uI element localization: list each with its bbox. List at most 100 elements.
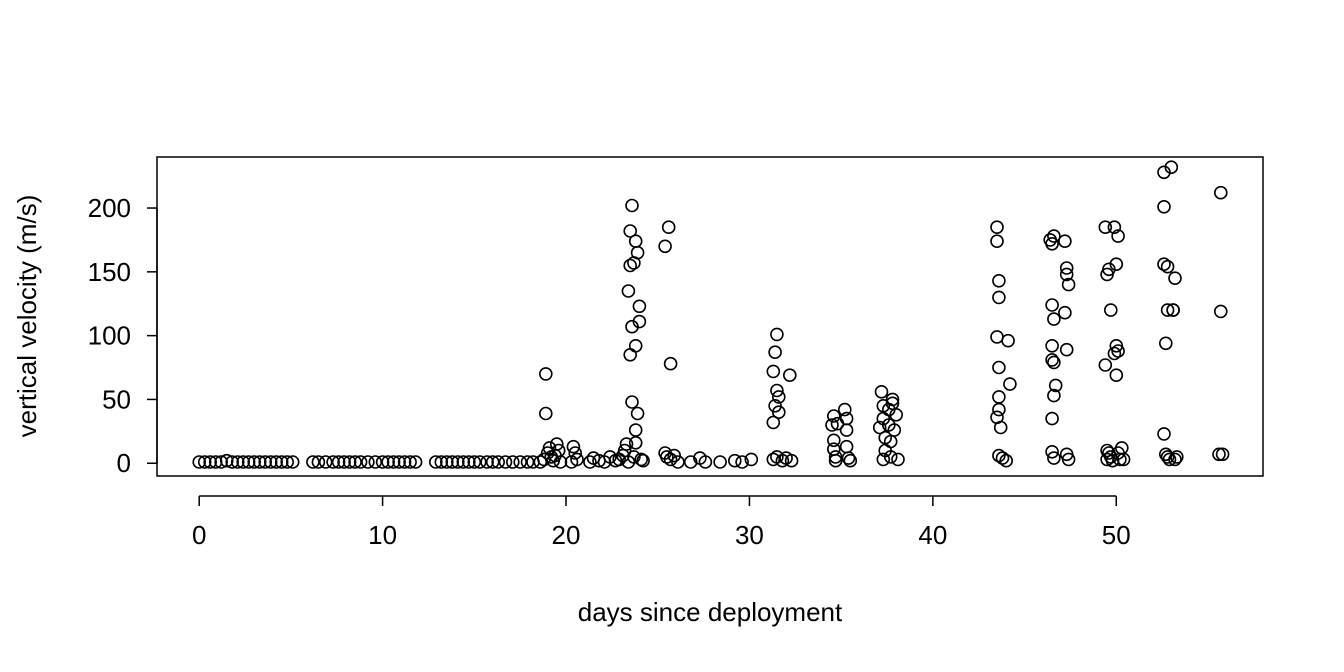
data-point <box>993 420 1008 435</box>
data-point <box>337 455 351 469</box>
data-point <box>1045 411 1059 426</box>
data-point <box>766 364 781 379</box>
data-point <box>621 284 636 298</box>
data-point <box>744 452 759 467</box>
data-point <box>828 453 843 468</box>
data-point <box>1160 259 1175 274</box>
data-point <box>1059 342 1074 357</box>
data-point <box>1111 229 1125 243</box>
data-point <box>1157 257 1171 272</box>
data-point <box>1058 234 1072 248</box>
data-point <box>505 455 520 469</box>
data-point <box>663 452 678 467</box>
data-point <box>247 455 261 469</box>
data-point <box>667 448 682 463</box>
data-point <box>1059 267 1074 282</box>
data-point <box>311 455 326 469</box>
data-point <box>1214 185 1228 200</box>
data-point <box>480 455 494 469</box>
y-axis-title: vertical velocity (m/s) <box>12 195 42 438</box>
data-point <box>386 455 401 469</box>
data-point <box>625 198 639 213</box>
data-point <box>342 455 357 469</box>
data-point <box>826 442 841 457</box>
data-point <box>375 455 390 469</box>
data-point <box>306 455 320 469</box>
data-point <box>1107 346 1122 361</box>
data-point <box>1109 257 1124 272</box>
y-tick-label: 0 <box>117 448 131 478</box>
data-point <box>1045 237 1059 251</box>
data-point <box>698 455 713 469</box>
data-point <box>538 367 553 381</box>
data-point <box>1059 261 1074 275</box>
data-point <box>768 398 782 413</box>
data-point <box>874 384 889 399</box>
data-point <box>1047 355 1061 370</box>
y-tick-label: 100 <box>88 321 131 351</box>
data-point <box>408 455 423 469</box>
data-point <box>1061 277 1076 292</box>
data-point <box>498 455 513 469</box>
data-point <box>403 455 417 469</box>
data-point <box>1058 305 1072 320</box>
data-point <box>326 455 340 469</box>
data-point <box>771 405 786 420</box>
data-point <box>990 234 1004 248</box>
data-point <box>826 433 841 448</box>
data-point <box>219 453 234 468</box>
data-point <box>1168 271 1182 286</box>
data-point <box>1170 450 1184 464</box>
data-point <box>990 330 1004 344</box>
data-point <box>634 452 649 467</box>
y-tick-label: 50 <box>102 384 131 414</box>
data-point <box>837 402 852 417</box>
plot-frame <box>156 156 1264 477</box>
data-point <box>766 452 781 467</box>
data-point <box>1162 452 1177 467</box>
data-point <box>434 455 449 469</box>
data-point <box>627 450 641 464</box>
data-point <box>623 224 638 238</box>
data-point <box>1047 229 1061 243</box>
data-point <box>1047 451 1061 465</box>
data-point <box>766 415 781 430</box>
data-point <box>203 455 217 469</box>
data-point <box>428 455 443 469</box>
data-point <box>397 455 412 469</box>
data-point <box>252 455 267 469</box>
data-point <box>214 455 228 469</box>
y-tick-label: 150 <box>88 257 131 287</box>
data-point <box>683 455 698 469</box>
data-point <box>192 455 206 469</box>
data-point <box>623 347 638 362</box>
data-point <box>1098 358 1113 372</box>
data-point <box>1001 333 1015 348</box>
data-point <box>839 439 854 454</box>
data-point <box>883 450 898 464</box>
data-point <box>1215 447 1230 462</box>
data-points <box>192 160 1230 469</box>
data-point <box>1164 160 1179 174</box>
data-point <box>843 453 858 468</box>
data-point <box>735 455 749 469</box>
data-point <box>461 455 476 469</box>
data-point <box>660 450 674 464</box>
data-point <box>628 435 643 450</box>
data-point <box>1047 312 1061 326</box>
data-point <box>1061 452 1076 467</box>
data-point <box>445 455 460 469</box>
data-point <box>197 455 212 469</box>
data-point <box>992 290 1006 305</box>
data-point <box>713 455 727 469</box>
data-point <box>236 455 250 469</box>
data-point <box>839 423 854 437</box>
data-point <box>533 455 548 469</box>
data-point <box>727 453 742 468</box>
y-tick-label: 200 <box>88 193 131 223</box>
data-point <box>1045 353 1059 367</box>
data-point <box>1045 298 1059 312</box>
data-point <box>826 409 841 423</box>
data-point <box>619 437 634 451</box>
